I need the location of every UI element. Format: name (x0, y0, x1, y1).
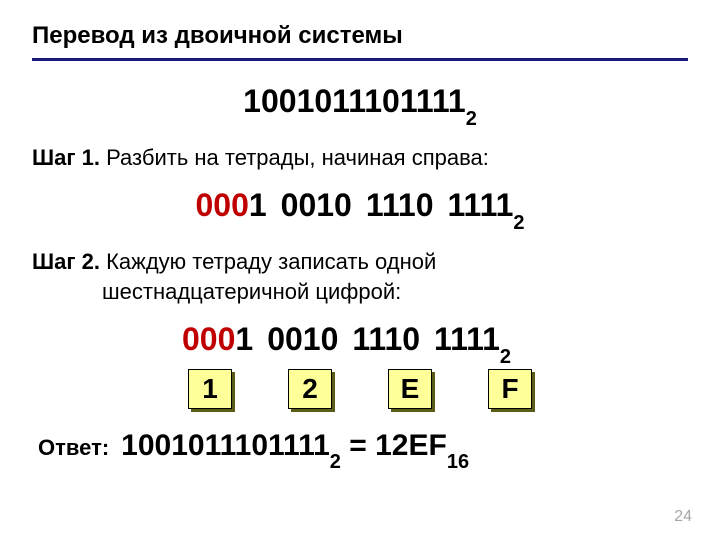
tetrad2-2: 0010 (267, 321, 338, 357)
tetrad-1-rest: 1 (249, 187, 267, 223)
page-number: 24 (674, 508, 692, 526)
answer-hex: 12EF (375, 429, 447, 462)
step-2-text-line1: Каждую тетраду записать одной (100, 249, 436, 274)
hex-box-4: F (488, 369, 532, 409)
tetrad-4: 1111 (448, 187, 514, 223)
hex-box-3: E (388, 369, 432, 409)
answer-binary-base: 2 (330, 451, 341, 473)
answer-binary: 1001011101111 (121, 429, 330, 462)
tetrad2-3: 1110 (352, 321, 420, 357)
tetrad-1-pad: 000 (195, 187, 248, 223)
answer-hex-base: 16 (447, 451, 469, 473)
answer-label: Ответ: (38, 435, 109, 461)
step-2-text-line2: шестнадцатеричной цифрой: (32, 279, 401, 304)
tetrads-base: 2 (513, 212, 524, 234)
step-2-label: Шаг 2. (32, 249, 100, 274)
tetrad-3: 1110 (366, 187, 434, 223)
tetrads-line-2: 00010010111011112 (182, 321, 688, 363)
step-1-label: Шаг 1. (32, 145, 100, 170)
source-binary: 10010111011112 (32, 83, 688, 125)
binary-base: 2 (466, 108, 477, 130)
tetrad2-1-pad: 000 (182, 321, 235, 357)
step-1: Шаг 1. Разбить на тетрады, начиная справ… (32, 143, 688, 173)
tetrads2-base: 2 (500, 346, 511, 368)
step-2: Шаг 2. Каждую тетраду записать одной шес… (32, 247, 688, 306)
hex-box-2: 2 (288, 369, 332, 409)
tetrads-line-1: 00010010111011112 (32, 187, 688, 229)
hex-boxes-row: 1 2 E F (188, 369, 688, 409)
answer-equals: = (341, 429, 375, 462)
binary-value: 1001011101111 (243, 83, 466, 119)
hex-box-1: 1 (188, 369, 232, 409)
tetrad2-1-rest: 1 (235, 321, 253, 357)
tetrad-2: 0010 (281, 187, 352, 223)
tetrad2-4: 1111 (434, 321, 500, 357)
step-1-text: Разбить на тетрады, начиная справа: (100, 145, 489, 170)
slide-title: Перевод из двоичной системы (32, 22, 688, 61)
answer-row: Ответ: 10010111011112 = 12EF16 (38, 429, 688, 468)
answer-expression: 10010111011112 = 12EF16 (121, 429, 469, 468)
